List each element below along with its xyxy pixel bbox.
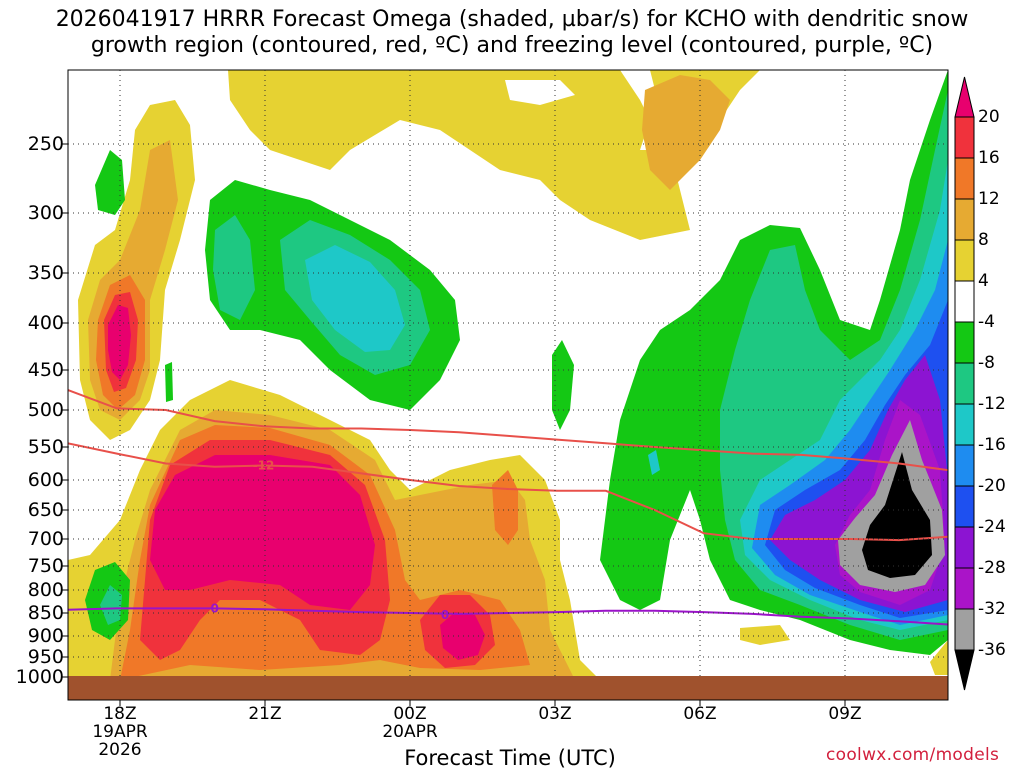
colorbar-top-arrow	[954, 76, 975, 118]
colorbar-swatch-1	[954, 157, 975, 200]
y-tick-label-400: 400	[27, 312, 64, 334]
omega-region-descent-small-green	[165, 362, 173, 402]
y-tick-label-800: 800	[27, 579, 64, 601]
colorbar-label-4: 4	[978, 271, 989, 291]
tick-layer	[62, 143, 846, 706]
colorbar-bottom-arrow	[954, 649, 975, 691]
y-tick-label-500: 500	[27, 399, 64, 421]
colorbar-swatch-4	[954, 280, 975, 323]
colorbar-swatch-7	[954, 403, 975, 446]
x-tick-label-06Z: 06Z	[683, 704, 717, 724]
contour-0	[68, 442, 948, 542]
colorbar	[954, 76, 975, 691]
chart-title-line1: 2026041917 HRRR Forecast Omega (shaded, …	[55, 7, 969, 32]
y-tick-label-1000: 1000	[15, 666, 64, 688]
y-tick-label-350: 350	[27, 262, 64, 284]
plot-frame	[67, 69, 949, 701]
colorbar-swatch-10	[954, 526, 975, 569]
x-tick-year-18Z: 2026	[98, 740, 142, 760]
colorbar-swatch-12	[954, 608, 975, 651]
omega-region-weak-ascent-top	[228, 70, 760, 240]
y-tick-label-250: 250	[27, 133, 64, 155]
colorbar-swatch-0	[954, 116, 975, 159]
colorbar-label-7: -12	[978, 394, 1006, 414]
colorbar-label-2: 12	[978, 189, 1000, 209]
x-tick-label-03Z: 03Z	[538, 704, 572, 724]
x-tick-label-00Z: 00Z	[393, 704, 427, 724]
colorbar-swatch-9	[954, 485, 975, 528]
x-tick-label-21Z: 21Z	[248, 704, 282, 724]
omega-region-descent-upper-cyan	[305, 245, 405, 352]
colorbar-label-8: -16	[978, 435, 1006, 455]
colorbar-swatch-6	[954, 362, 975, 405]
y-tick-label-300: 300	[27, 202, 64, 224]
terrain-ground	[68, 676, 948, 700]
omega-region-descent-right-cyan-dot	[648, 450, 660, 475]
omega-region-descent-upper-teal	[213, 215, 255, 320]
omega-region-weak-ascent-bottom-right-2	[930, 640, 948, 675]
omega-region-weak-ascent-bottom-right	[740, 625, 790, 645]
omega-region-max-ascent-left	[108, 305, 131, 380]
colorbar-swatch-8	[954, 444, 975, 487]
credit-link[interactable]: coolwx.com/models	[826, 745, 1000, 765]
grid-layer	[68, 70, 948, 676]
contour-1	[68, 389, 948, 472]
colorbar-swatch-3	[954, 239, 975, 282]
contour-label-0: -12	[253, 458, 275, 472]
y-tick-label-900: 900	[27, 625, 64, 647]
omega-region-max-ascent-small	[440, 612, 485, 660]
colorbar-swatch-2	[954, 198, 975, 241]
omega-shading-layer	[68, 70, 948, 680]
colorbar-swatch-11	[954, 567, 975, 610]
colorbar-label-5: -4	[978, 312, 995, 332]
colorbar-label-9: -20	[978, 476, 1006, 496]
colorbar-label-13: -36	[978, 640, 1006, 660]
colorbar-label-3: 8	[978, 230, 989, 250]
omega-region-descent-right-black	[862, 452, 932, 578]
omega-region-descent-bottom-left-teal	[100, 585, 122, 625]
x-tick-label-18Z: 18Z	[103, 704, 137, 724]
y-tick-label-850: 850	[27, 602, 64, 624]
omega-region-moderate-ascent-top	[642, 75, 730, 190]
colorbar-swatch-5	[954, 321, 975, 364]
y-tick-label-550: 550	[27, 436, 64, 458]
x-axis-title: Forecast Time (UTC)	[404, 746, 616, 770]
x-tick-date-18Z: 19APR	[92, 722, 148, 742]
colorbar-label-10: -24	[978, 517, 1006, 537]
omega-region-descent-left-green	[95, 150, 125, 215]
chart-title-line2: growth region (contoured, red, ºC) and f…	[90, 33, 934, 58]
y-tick-label-600: 600	[27, 469, 64, 491]
x-tick-date-00Z: 20APR	[382, 722, 438, 742]
colorbar-label-6: -8	[978, 353, 995, 373]
colorbar-label-1: 16	[978, 148, 1000, 168]
omega-region-weak-descent-top	[505, 80, 575, 105]
y-tick-label-950: 950	[27, 646, 64, 668]
colorbar-label-0: 20	[978, 107, 1000, 127]
y-tick-label-700: 700	[27, 528, 64, 550]
colorbar-label-11: -28	[978, 558, 1006, 578]
y-tick-label-450: 450	[27, 359, 64, 381]
contour-label-2b: 0	[441, 608, 449, 622]
omega-region-descent-mid-green	[552, 340, 574, 430]
colorbar-label-12: -32	[978, 599, 1006, 619]
contour-label-2: 0	[210, 601, 218, 615]
y-tick-label-650: 650	[27, 499, 64, 521]
x-tick-label-09Z: 09Z	[828, 704, 862, 724]
y-tick-label-750: 750	[27, 555, 64, 577]
omega-region-max-ascent-main	[150, 455, 375, 610]
